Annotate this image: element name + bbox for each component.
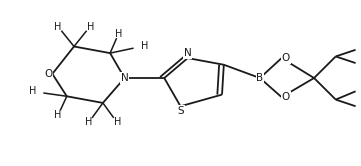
Text: H: H (54, 22, 61, 32)
Text: H: H (114, 117, 121, 127)
Text: N: N (121, 73, 129, 83)
Text: H: H (87, 22, 94, 32)
Text: H: H (116, 29, 123, 39)
Text: O: O (44, 69, 52, 79)
Text: S: S (177, 106, 184, 116)
Text: H: H (85, 117, 92, 127)
Text: N: N (184, 48, 192, 58)
Text: H: H (54, 110, 61, 120)
Text: O: O (282, 53, 290, 63)
Text: O: O (282, 92, 290, 102)
Text: B: B (256, 73, 264, 83)
Text: H: H (141, 42, 148, 51)
Text: H: H (29, 86, 36, 96)
